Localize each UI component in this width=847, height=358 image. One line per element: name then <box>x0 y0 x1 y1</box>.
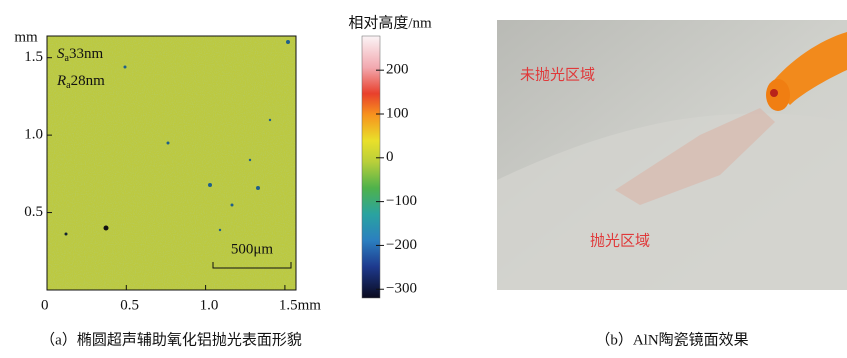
colorbar-title: 相对高度/nm <box>348 14 432 31</box>
caption-a: （a）椭圆超声辅助氧化铝抛光表面形貌 <box>40 330 302 348</box>
colorbar-tick-label: −100 <box>386 193 417 209</box>
nozzle-tip <box>766 79 790 111</box>
label-polished: 抛光区域 <box>590 232 650 249</box>
scale-bar-label: 500μm <box>231 241 274 257</box>
x-tick-label: 0.5 <box>120 297 139 313</box>
annotation-sa: Sa33nm <box>57 46 103 64</box>
colorbar-tick-label: 200 <box>386 62 409 78</box>
label-unpolished: 未抛光区域 <box>520 66 595 83</box>
y-unit: mm <box>14 29 38 45</box>
caption-b: （b）AlN陶瓷镜面效果 <box>595 330 748 348</box>
x-tick-label: 0 <box>41 297 49 313</box>
colorbar-tick-label: −200 <box>386 237 417 253</box>
colorbar-tick-label: −300 <box>386 281 417 297</box>
y-tick-label: 0.5 <box>24 204 43 220</box>
figure: Sa33nm Ra28nm 500μm mm 相对高度/nm （a）椭圆超声辅助… <box>0 0 847 353</box>
colorbar <box>362 36 380 298</box>
y-tick-label: 1.0 <box>24 127 43 143</box>
colorbar-tick-label: 100 <box>386 105 409 121</box>
x-tick-label: 1.5mm <box>279 297 321 313</box>
x-tick-label: 1.0 <box>200 297 219 313</box>
colorbar-tick-label: 0 <box>386 149 394 165</box>
annotation-ra: Ra28nm <box>56 73 105 91</box>
y-tick-label: 1.5 <box>24 49 43 65</box>
nozzle-hole <box>770 89 778 97</box>
